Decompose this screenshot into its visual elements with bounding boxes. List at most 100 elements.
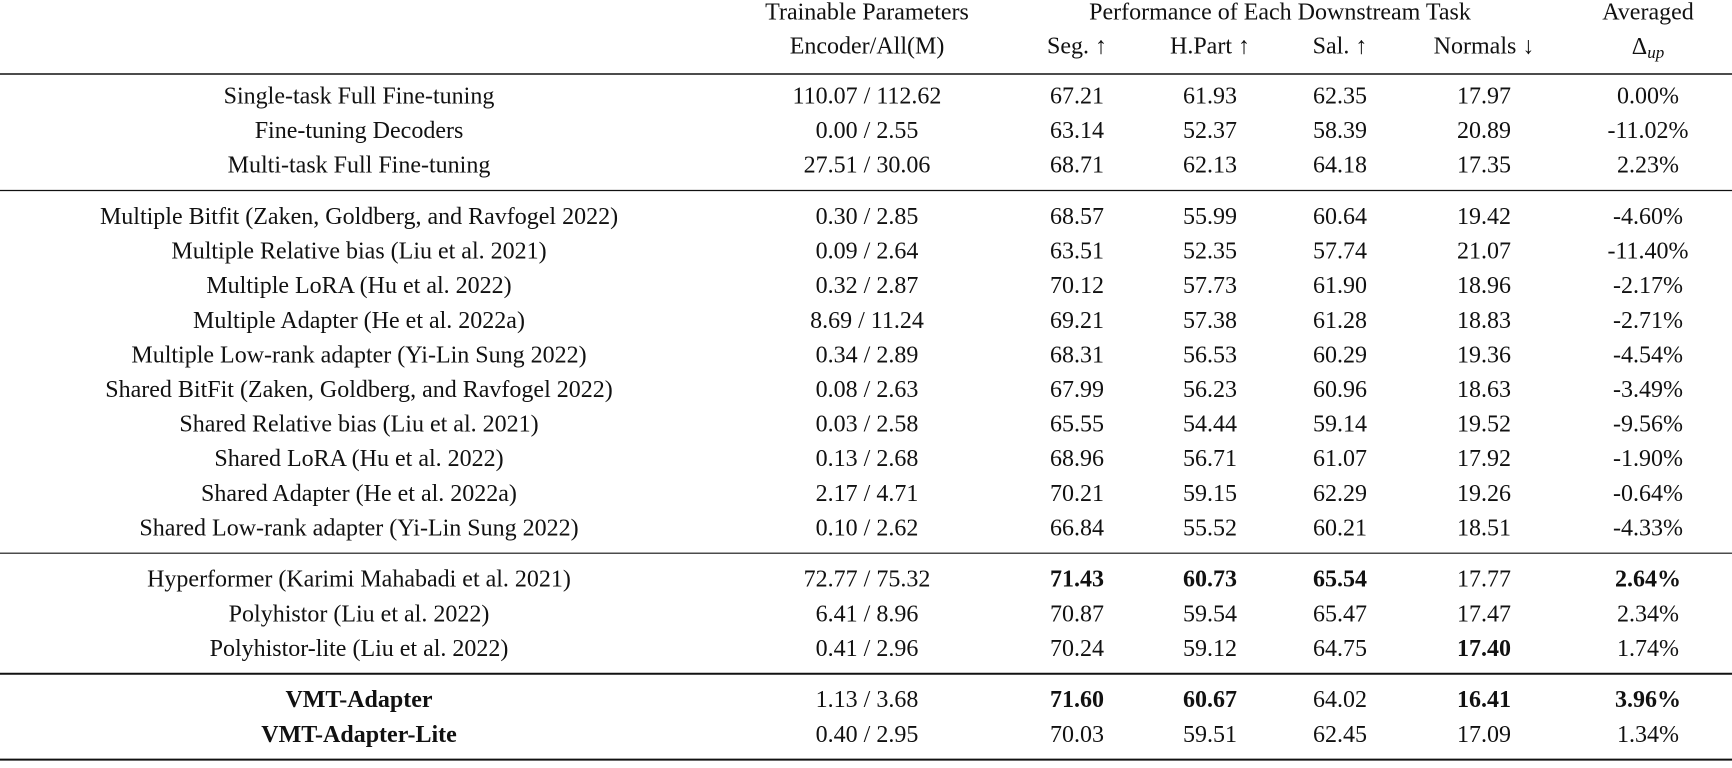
method-cell: Multiple Bitfit (Zaken, Goldberg, and Ra… [100, 204, 618, 230]
method-cell: Shared Low-rank adapter (Yi-Lin Sung 202… [139, 515, 578, 541]
method-cell: Polyhistor-lite (Liu et al. 2022) [210, 636, 509, 662]
seg-cell: 63.14 [1050, 118, 1104, 144]
hpart-cell: 56.71 [1183, 446, 1237, 472]
sal-cell: 65.47 [1313, 601, 1367, 627]
params-cell: 1.13 / 3.68 [816, 687, 919, 713]
averaged-cell: -4.60% [1613, 204, 1683, 230]
averaged-cell: -11.40% [1607, 239, 1688, 265]
sal-cell: 61.07 [1313, 446, 1367, 472]
params-cell: 0.34 / 2.89 [816, 342, 919, 368]
performance-header: Performance of Each Downstream Task [1089, 0, 1471, 26]
normals-cell: 18.51 [1457, 515, 1511, 541]
averaged-cell: 1.34% [1617, 722, 1679, 748]
sal-cell: 60.96 [1313, 377, 1367, 403]
seg-cell: 70.24 [1050, 636, 1104, 662]
task-header: Normals ↓ [1434, 34, 1535, 60]
sal-cell: 62.29 [1313, 481, 1367, 507]
seg-cell: 65.55 [1050, 412, 1104, 438]
seg-cell: 71.60 [1050, 687, 1104, 713]
hpart-cell: 52.35 [1183, 239, 1237, 265]
normals-cell: 19.42 [1457, 204, 1511, 230]
params-cell: 6.41 / 8.96 [816, 601, 919, 627]
seg-cell: 63.51 [1050, 239, 1104, 265]
hpart-cell: 59.51 [1183, 722, 1237, 748]
seg-cell: 66.84 [1050, 515, 1104, 541]
normals-cell: 19.52 [1457, 412, 1511, 438]
normals-cell: 17.40 [1457, 636, 1511, 662]
hpart-cell: 55.52 [1183, 515, 1237, 541]
hpart-cell: 56.53 [1183, 342, 1237, 368]
hpart-cell: 59.54 [1183, 601, 1237, 627]
normals-cell: 17.77 [1457, 567, 1511, 593]
params-header: Trainable Parameters [765, 0, 969, 26]
hpart-cell: 59.15 [1183, 481, 1237, 507]
hpart-cell: 62.13 [1183, 153, 1237, 179]
method-cell: Multiple LoRA (Hu et al. 2022) [206, 273, 511, 299]
delta-header: Δup [1632, 34, 1664, 62]
averaged-cell: 0.00% [1617, 84, 1679, 110]
method-cell: Multiple Relative bias (Liu et al. 2021) [171, 239, 546, 265]
seg-cell: 69.21 [1050, 308, 1104, 334]
task-header: Sal. ↑ [1313, 34, 1368, 60]
method-cell: Fine-tuning Decoders [255, 118, 464, 144]
normals-cell: 18.83 [1457, 308, 1511, 334]
averaged-cell: -1.90% [1613, 446, 1683, 472]
params-cell: 0.40 / 2.95 [816, 722, 919, 748]
method-cell: Hyperformer (Karimi Mahabadi et al. 2021… [147, 567, 571, 593]
seg-cell: 68.31 [1050, 342, 1104, 368]
normals-cell: 16.41 [1457, 687, 1511, 713]
params-cell: 0.41 / 2.96 [816, 636, 919, 662]
normals-cell: 18.96 [1457, 273, 1511, 299]
seg-cell: 68.57 [1050, 204, 1104, 230]
sal-cell: 60.29 [1313, 342, 1367, 368]
normals-cell: 17.47 [1457, 601, 1511, 627]
averaged-header: Averaged [1602, 0, 1694, 26]
delta-subscript: up [1647, 43, 1664, 62]
sal-cell: 58.39 [1313, 118, 1367, 144]
averaged-cell: -2.17% [1613, 273, 1683, 299]
seg-cell: 67.21 [1050, 84, 1104, 110]
task-header: Seg. ↑ [1047, 34, 1107, 60]
sal-cell: 60.21 [1313, 515, 1367, 541]
params-cell: 0.30 / 2.85 [816, 204, 919, 230]
sal-cell: 64.75 [1313, 636, 1367, 662]
params-cell: 0.00 / 2.55 [816, 118, 919, 144]
method-cell: Multiple Adapter (He et al. 2022a) [193, 308, 525, 334]
method-cell: Shared LoRA (Hu et al. 2022) [214, 446, 503, 472]
hpart-cell: 52.37 [1183, 118, 1237, 144]
sal-cell: 57.74 [1313, 239, 1367, 265]
method-cell: Shared BitFit (Zaken, Goldberg, and Ravf… [105, 377, 612, 403]
seg-cell: 70.12 [1050, 273, 1104, 299]
hpart-cell: 57.38 [1183, 308, 1237, 334]
averaged-cell: 2.34% [1617, 601, 1679, 627]
sal-cell: 62.35 [1313, 84, 1367, 110]
method-cell: Single-task Full Fine-tuning [224, 84, 495, 110]
normals-cell: 19.36 [1457, 342, 1511, 368]
method-cell: Polyhistor (Liu et al. 2022) [229, 601, 490, 627]
averaged-cell: -4.54% [1613, 342, 1683, 368]
method-cell: VMT-Adapter-Lite [261, 722, 457, 748]
hpart-cell: 56.23 [1183, 377, 1237, 403]
params-cell: 2.17 / 4.71 [816, 481, 919, 507]
seg-cell: 68.96 [1050, 446, 1104, 472]
sal-cell: 60.64 [1313, 204, 1367, 230]
hpart-cell: 61.93 [1183, 84, 1237, 110]
averaged-cell: -9.56% [1613, 412, 1683, 438]
method-cell: Shared Relative bias (Liu et al. 2021) [179, 412, 538, 438]
averaged-cell: 2.23% [1617, 153, 1679, 179]
averaged-cell: -4.33% [1613, 515, 1683, 541]
params-cell: 8.69 / 11.24 [810, 308, 924, 334]
normals-cell: 19.26 [1457, 481, 1511, 507]
normals-cell: 20.89 [1457, 118, 1511, 144]
sal-cell: 61.28 [1313, 308, 1367, 334]
task-header: H.Part ↑ [1170, 34, 1250, 60]
hpart-cell: 59.12 [1183, 636, 1237, 662]
sal-cell: 62.45 [1313, 722, 1367, 748]
seg-cell: 67.99 [1050, 377, 1104, 403]
normals-cell: 17.35 [1457, 153, 1511, 179]
sal-cell: 64.02 [1313, 687, 1367, 713]
hpart-cell: 55.99 [1183, 204, 1237, 230]
params-cell: 0.08 / 2.63 [816, 377, 919, 403]
